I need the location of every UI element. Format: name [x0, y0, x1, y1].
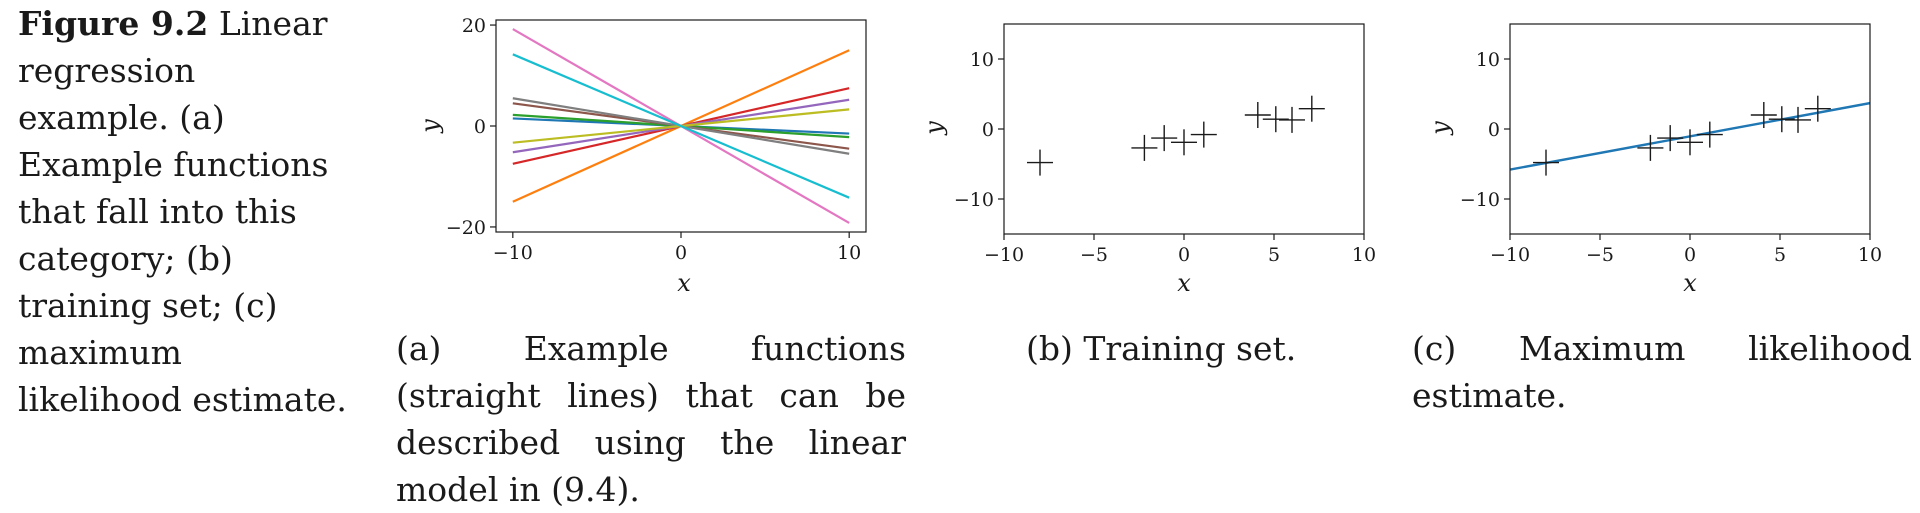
plot-b-point	[1298, 95, 1325, 122]
plot-a-frame	[495, 19, 867, 233]
plot-c-point	[1750, 102, 1777, 128]
plot-c-ytick-label: 0	[1488, 119, 1500, 141]
plot-a-series-line-9	[512, 108, 850, 144]
plot-c-point	[1533, 149, 1559, 176]
plot-a-series-line-2	[512, 49, 850, 203]
plot-c-points	[1533, 95, 1831, 176]
figure-label: Figure 9.2	[18, 4, 209, 43]
plot-b-points	[1027, 95, 1325, 176]
plot-b-ytick-label: 0	[982, 119, 994, 141]
plot-a-xticks: −10 0 10	[493, 232, 861, 264]
plot-c-xtick-label: 5	[1774, 244, 1786, 266]
plot-a-series-line-6	[512, 102, 850, 150]
plot-c-xtick-label: 0	[1684, 244, 1696, 266]
plot-b-point	[1262, 106, 1289, 133]
plot-b-ytick-label: −10	[954, 189, 994, 211]
plot-b-yticks: −10 0 10	[954, 49, 1004, 211]
plot-c-xlabel: x	[1683, 269, 1697, 297]
plot-a-xlabel: x	[677, 269, 691, 297]
plot-a-lines	[512, 28, 850, 224]
plot-b-point	[1131, 134, 1158, 161]
plot-c-ytick-label: 10	[1476, 49, 1500, 71]
plot-b-xticks: −10 −5 0 5 10	[984, 234, 1376, 266]
plot-c-fit-line	[1510, 101, 1870, 171]
plot-a-xtick-label: 10	[837, 242, 861, 264]
plot-a-series-line-10	[512, 53, 850, 199]
plot-c-point	[1657, 125, 1684, 152]
plot-a-series-line-7	[512, 28, 850, 224]
plot-c-ylabel: y	[1426, 121, 1454, 136]
plot-c-frame	[1509, 23, 1871, 235]
plot-a-ytick-label: 20	[462, 15, 486, 37]
plot-b-ylabel: y	[920, 121, 948, 136]
plot-b-point	[1279, 106, 1305, 133]
plot-c-point	[1785, 106, 1811, 133]
plot-b-xlabel: x	[1177, 269, 1191, 297]
plot-a-series-line-4	[512, 87, 850, 165]
plot-a-series-line-3	[512, 113, 850, 139]
plot-a-ytick-label: −20	[446, 217, 486, 239]
plot-b-xtick-label: 10	[1352, 244, 1376, 266]
subcaption-c: (c) Maximum likelihood estimate.	[1412, 329, 1912, 415]
plot-a-series-line-8	[512, 97, 850, 155]
plot-c-xticks: −10 −5 0 5 10	[1490, 234, 1882, 266]
plot-b-point	[1151, 125, 1178, 152]
plot-b-point	[1190, 121, 1217, 148]
plot-c-point	[1677, 129, 1703, 156]
plot-a-xtick-label: 0	[675, 242, 687, 264]
subcaption-b: (b) Training set.	[1026, 329, 1297, 368]
plot-a-xtick-label: −10	[493, 242, 533, 264]
plot-c-point	[1768, 106, 1795, 133]
plot-a-ytick-label: 0	[474, 116, 486, 138]
plot-a-ylabel: y	[416, 119, 444, 134]
plot-a-yticks: −20 0 20	[446, 15, 496, 239]
plot-b-xtick-label: −10	[984, 244, 1024, 266]
plot-b-frame	[1003, 23, 1365, 235]
plot-a-series-line-5	[512, 98, 850, 154]
plot-c-xtick-label: 10	[1858, 244, 1882, 266]
plot-c-xtick-label: −5	[1586, 244, 1614, 266]
plot-b-xtick-label: 0	[1178, 244, 1190, 266]
plot-b-point	[1027, 149, 1053, 176]
plot-b-xtick-label: −5	[1080, 244, 1108, 266]
plot-b-point	[1171, 129, 1197, 156]
plot-b-point	[1244, 102, 1271, 128]
plot-c-xtick-label: −10	[1490, 244, 1530, 266]
plot-c-ytick-label: −10	[1460, 189, 1500, 211]
plot-b-ytick-label: 10	[970, 49, 994, 71]
plot-a-series-line-1	[512, 117, 850, 135]
subcaption-a: (a) Example functions (straight lines) t…	[396, 329, 906, 509]
plot-c-yticks: −10 0 10	[1460, 49, 1510, 211]
figure-caption-text: Linear regression example. (a) Example f…	[18, 4, 347, 419]
figure-caption: Figure 9.2 Linear regression example. (a…	[18, 0, 348, 423]
plot-c-point	[1637, 134, 1664, 161]
plot-b-xtick-label: 5	[1268, 244, 1280, 266]
plot-c-point	[1696, 121, 1723, 148]
plot-c-point	[1804, 95, 1831, 122]
